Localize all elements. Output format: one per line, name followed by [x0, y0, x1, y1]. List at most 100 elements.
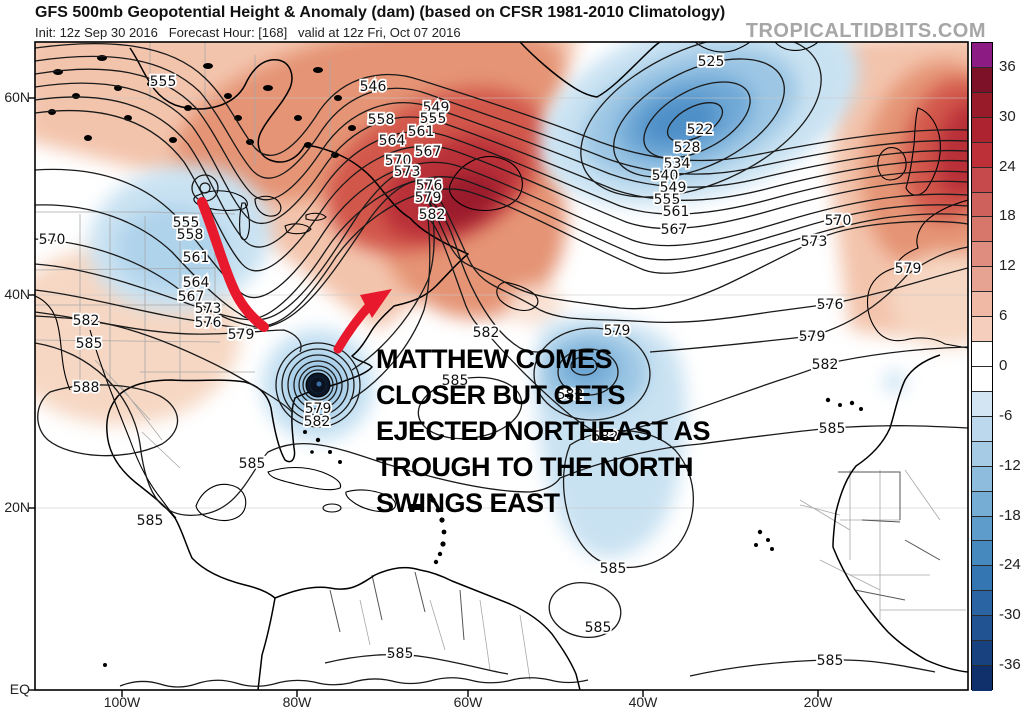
- colorbar-tick-label: -30: [999, 606, 1021, 624]
- greenland: [519, 42, 661, 98]
- contour-label-570: 570: [39, 232, 66, 248]
- colorbar-cell: [972, 491, 992, 517]
- colorbar-tick-label: -24: [999, 556, 1021, 574]
- baja-mexico-west: [35, 295, 177, 519]
- contour-label-558: 558: [368, 112, 395, 128]
- anomaly-shading-warm: [35, 42, 968, 425]
- contour-label-567: 567: [178, 289, 205, 305]
- nova-scotia: [496, 281, 539, 311]
- annotation-arrows: [197, 197, 392, 354]
- colorbar-cell: [972, 516, 992, 542]
- contour-label-585: 585: [239, 456, 266, 472]
- contour-label-540: 540: [652, 168, 679, 184]
- contour-label-525: 525: [698, 54, 725, 70]
- annotation-line: SWINGS EAST: [376, 488, 560, 518]
- contour-label-585: 585: [819, 421, 846, 437]
- colorbar-cell: [972, 242, 992, 268]
- contour-label-579: 579: [895, 261, 922, 277]
- iceland-low-contours: [580, 42, 822, 198]
- hurricane-matthew-rings: [275, 342, 361, 428]
- contour-label-585: 585: [600, 561, 627, 577]
- colorbar-tick-label: -18: [999, 506, 1021, 524]
- colorbar-cell: [972, 317, 992, 343]
- contour-label-567: 567: [661, 222, 688, 238]
- contour-label-564: 564: [183, 275, 210, 291]
- south-america-coast: [257, 566, 581, 690]
- contour-label-585: 585: [76, 336, 103, 352]
- contour-label-582: 582: [419, 207, 446, 223]
- contour-label-561: 561: [663, 204, 690, 220]
- contour-label-582: 582: [73, 313, 100, 329]
- colorbar-tick-label: 18: [999, 207, 1016, 225]
- contour-label-579: 579: [415, 190, 442, 206]
- annotation-line: EJECTED NORTHEAST AS: [376, 416, 711, 446]
- contour-label-561: 561: [408, 124, 435, 140]
- contour-label-579: 579: [305, 401, 332, 417]
- yucatan: [195, 483, 247, 522]
- africa-west-coast: [832, 354, 968, 673]
- colorbar-cell: [972, 292, 992, 318]
- lon-label-100W: 100W: [103, 694, 141, 710]
- colorbar-cell: [972, 142, 992, 168]
- lon-label-40W: 40W: [628, 694, 658, 710]
- colorbar-cell: [972, 566, 992, 592]
- colorbar-cell: [972, 217, 992, 243]
- colorbar-tick-label: 24: [999, 157, 1016, 175]
- colorbar-cell: [972, 641, 992, 667]
- contour-label-576: 576: [416, 178, 443, 194]
- colorbar-tick-label: -36: [999, 656, 1021, 674]
- colorbar-cell: [972, 541, 992, 567]
- contour-label-573: 573: [195, 301, 222, 317]
- matthew-ejection-arrow-head: [360, 289, 392, 318]
- contour-label-573: 573: [801, 234, 828, 250]
- contour-label-585: 585: [137, 513, 164, 529]
- annotation-line: CLOSER BUT GETS: [376, 380, 626, 410]
- newfoundland: [448, 156, 523, 211]
- colorbar-tick-label: -12: [999, 456, 1021, 474]
- colorbar-cell: [972, 391, 992, 417]
- colorbar-cell: [972, 267, 992, 293]
- lon-label-20W: 20W: [803, 694, 833, 710]
- colorbar-cell: [972, 67, 992, 93]
- colorbar-cell: [972, 466, 992, 492]
- contour-label-558: 558: [177, 227, 204, 243]
- lat-label-60N: 60N: [4, 89, 30, 105]
- contour-label-576: 576: [817, 297, 844, 313]
- contour-label-570: 570: [385, 153, 412, 169]
- annotation-line: TROUGH TO THE NORTH: [376, 452, 694, 482]
- colorbar-cell: [972, 616, 992, 642]
- colorbar-cell: [972, 167, 992, 193]
- colorbar-cell: [972, 591, 992, 617]
- contour-label-579: 579: [604, 323, 631, 339]
- contour-label-567: 567: [415, 144, 442, 160]
- contour-label-561: 561: [183, 250, 210, 266]
- puerto-rico: [408, 504, 424, 510]
- contour-label-585: 585: [817, 653, 844, 669]
- contour-label-582: 582: [592, 429, 619, 445]
- annotation-line: MATTHEW COMES: [376, 344, 612, 374]
- colorbar-tick-label: 0: [999, 357, 1008, 374]
- colorbar-cell: [972, 366, 992, 392]
- lon-label-80W: 80W: [282, 694, 312, 710]
- page-title: GFS 500mb Geopotential Height & Anomaly …: [35, 4, 726, 21]
- island-dots: [103, 397, 863, 667]
- contour-label-582: 582: [473, 325, 500, 341]
- hispaniola: [345, 489, 397, 513]
- colorbar-tick-label: 6: [999, 307, 1008, 325]
- contour-label-564: 564: [379, 133, 406, 149]
- contour-label-579: 579: [799, 329, 826, 345]
- colorbar-tick-label: 36: [999, 57, 1016, 75]
- colorbar-cell: [972, 342, 992, 367]
- lat-label-40N: 40N: [4, 286, 30, 302]
- map-border: [34, 41, 969, 691]
- contour-label-555: 555: [173, 215, 200, 231]
- contour-label-546: 546: [360, 79, 387, 95]
- colorbar-cell: [972, 666, 992, 691]
- colorbar-cell: [972, 192, 992, 218]
- lat-label-EQ: EQ: [9, 681, 30, 697]
- contour-label-585: 585: [387, 646, 414, 662]
- trough-axis-line: [197, 197, 269, 332]
- cuba: [267, 466, 342, 491]
- colorbar-tick-label: -6: [999, 406, 1013, 424]
